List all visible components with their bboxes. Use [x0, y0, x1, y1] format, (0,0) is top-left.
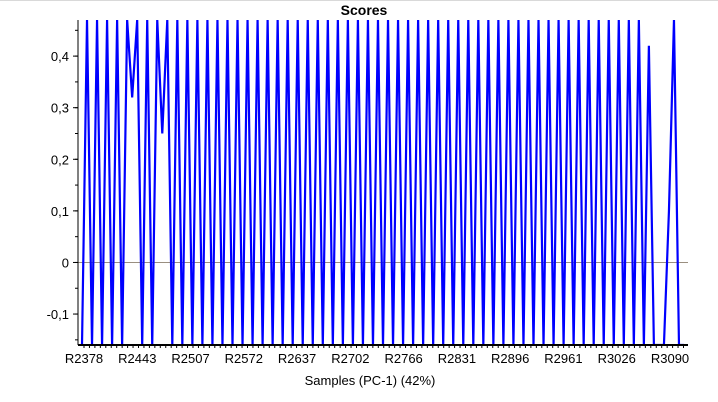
- y-tick-label: -0,1: [47, 307, 69, 322]
- x-tick-label: R2961: [544, 351, 582, 366]
- x-tick-label: R2896: [491, 351, 529, 366]
- y-tick-label: 0,3: [51, 101, 69, 116]
- x-tick-label: R2637: [278, 351, 316, 366]
- x-axis-label: Samples (PC-1) (42%): [304, 373, 436, 388]
- x-tick-label: R3026: [598, 351, 636, 366]
- chart-title: Scores: [340, 2, 388, 18]
- x-tick-label: R2702: [331, 351, 369, 366]
- y-tick-label: 0,1: [51, 204, 69, 219]
- x-tick-label: R2572: [225, 351, 263, 366]
- x-tick-label: R2507: [171, 351, 209, 366]
- x-tick-label: R2831: [438, 351, 476, 366]
- x-tick-label: R2443: [118, 351, 156, 366]
- x-tick-label: R3090: [651, 351, 689, 366]
- y-tick-label: 0: [62, 255, 69, 270]
- y-tick-label: 0,4: [51, 49, 69, 64]
- x-tick-label: R2766: [384, 351, 422, 366]
- x-tick-label: R2378: [65, 351, 103, 366]
- y-tick-label: 0,2: [51, 152, 69, 167]
